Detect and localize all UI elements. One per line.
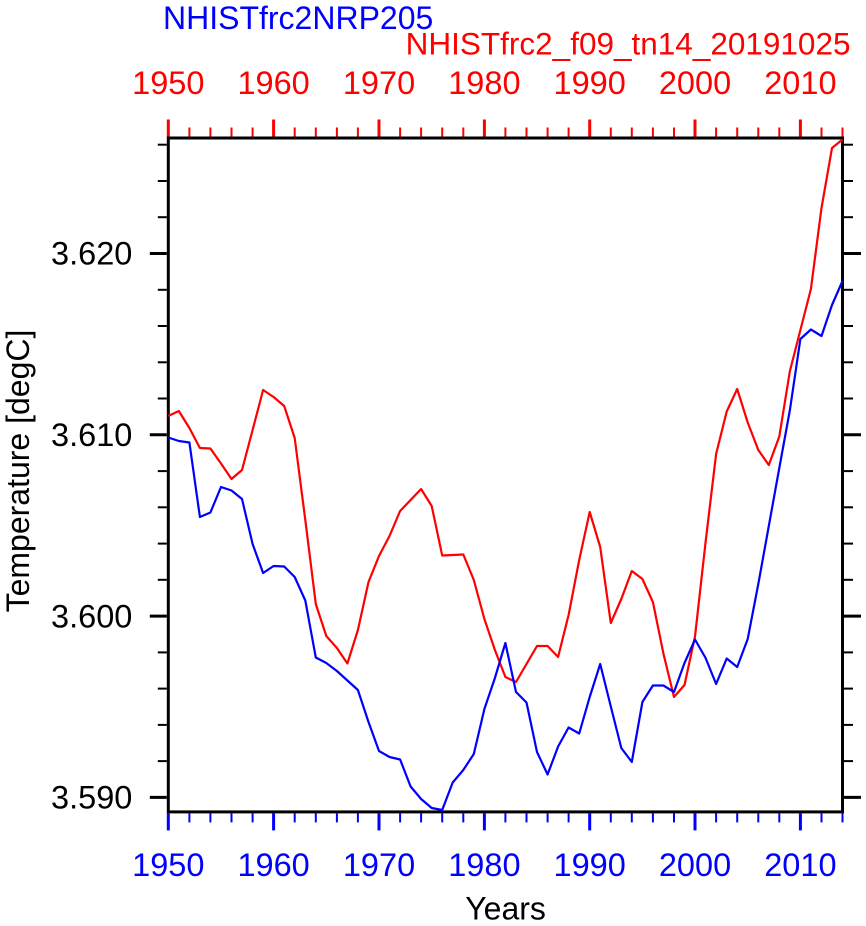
svg-text:1950: 1950 — [132, 65, 204, 101]
svg-text:2010: 2010 — [764, 847, 836, 883]
svg-text:NHISTfrc2_f09_tn14_20191025: NHISTfrc2_f09_tn14_20191025 — [406, 26, 851, 62]
svg-text:3.590: 3.590 — [51, 780, 132, 816]
svg-text:1970: 1970 — [343, 65, 415, 101]
svg-text:NHISTfrc2NRP205: NHISTfrc2NRP205 — [163, 0, 433, 36]
svg-text:Temperature [degC]: Temperature [degC] — [0, 330, 36, 613]
svg-text:2010: 2010 — [764, 65, 836, 101]
svg-text:1990: 1990 — [554, 847, 626, 883]
svg-text:1950: 1950 — [132, 847, 204, 883]
svg-text:1970: 1970 — [343, 847, 415, 883]
svg-text:3.620: 3.620 — [51, 236, 132, 272]
svg-text:1960: 1960 — [237, 847, 309, 883]
svg-text:2000: 2000 — [659, 65, 731, 101]
svg-text:2000: 2000 — [659, 847, 731, 883]
svg-text:1990: 1990 — [554, 65, 626, 101]
svg-text:Years: Years — [465, 891, 546, 926]
svg-text:1960: 1960 — [237, 65, 309, 101]
svg-text:3.600: 3.600 — [51, 598, 132, 634]
svg-text:1980: 1980 — [448, 65, 520, 101]
svg-text:3.610: 3.610 — [51, 417, 132, 453]
svg-text:1980: 1980 — [448, 847, 520, 883]
